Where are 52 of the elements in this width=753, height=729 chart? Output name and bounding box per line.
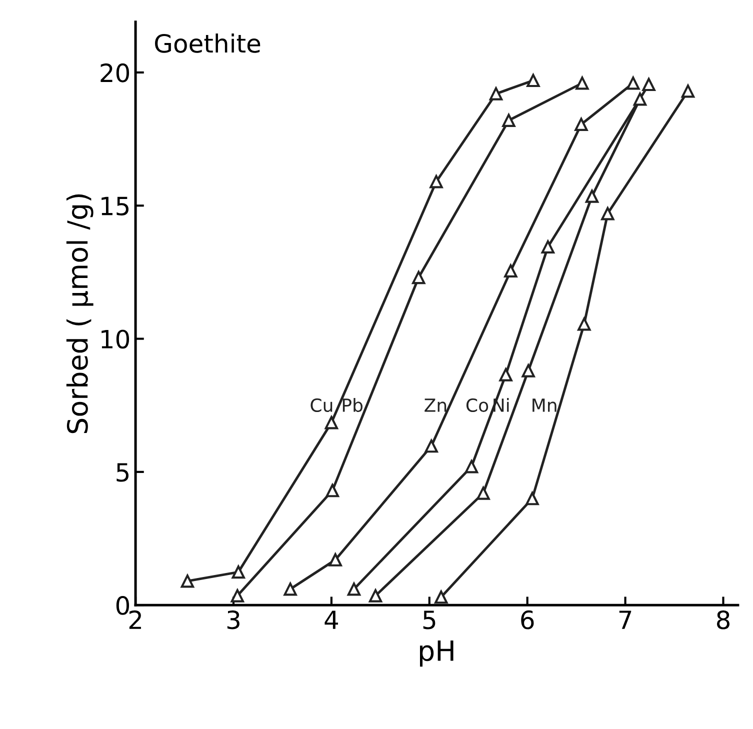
series-label: Cu: [310, 398, 332, 412]
point: [576, 76, 589, 90]
point: [681, 84, 695, 98]
chart-title: Goethite: [155, 34, 260, 53]
point: [574, 118, 588, 131]
y-axis-title: Sorbed ( μmol /g): [66, 194, 94, 434]
point: [489, 87, 503, 100]
point: [284, 582, 297, 596]
point: [368, 589, 382, 602]
point: [476, 486, 490, 500]
point: [328, 553, 342, 566]
point: [578, 318, 591, 331]
point: [642, 78, 656, 92]
y-tick-label: 10: [102, 330, 130, 349]
y-tick-label: 5: [116, 463, 128, 482]
x-tick-label: 4: [324, 610, 338, 629]
x-tick-label: 8: [716, 610, 730, 630]
point: [601, 207, 614, 220]
point: [430, 175, 443, 188]
y-tick-label: 0: [116, 596, 130, 615]
point: [230, 589, 244, 602]
x-tick-label: 3: [227, 610, 240, 630]
point: [626, 76, 640, 90]
point: [424, 439, 438, 453]
x-tick-label: 7: [619, 610, 632, 629]
y-tick-label: 20: [100, 63, 130, 82]
y-tick-label: 15: [102, 196, 128, 216]
x-tick-label: 5: [423, 610, 436, 630]
point: [412, 270, 426, 284]
series-label: Zn: [424, 398, 446, 412]
point: [502, 114, 516, 127]
point: [464, 460, 478, 474]
point: [347, 582, 361, 596]
point: [526, 492, 539, 506]
series-label: Pb: [342, 398, 363, 412]
point: [526, 74, 540, 88]
point: [232, 565, 245, 579]
series-label: Mn: [532, 398, 556, 412]
point: [504, 264, 518, 278]
point: [434, 590, 448, 604]
point: [324, 416, 338, 430]
point: [326, 484, 340, 498]
point: [180, 574, 194, 588]
point: [633, 92, 647, 106]
point: [541, 240, 555, 254]
point: [585, 190, 599, 203]
x-axis-title: pH: [420, 640, 454, 667]
x-tick-label: 2: [129, 610, 141, 629]
point: [499, 368, 512, 382]
x-tick-label: 6: [521, 610, 534, 630]
point: [522, 364, 535, 378]
series-label: Co: [466, 398, 488, 412]
